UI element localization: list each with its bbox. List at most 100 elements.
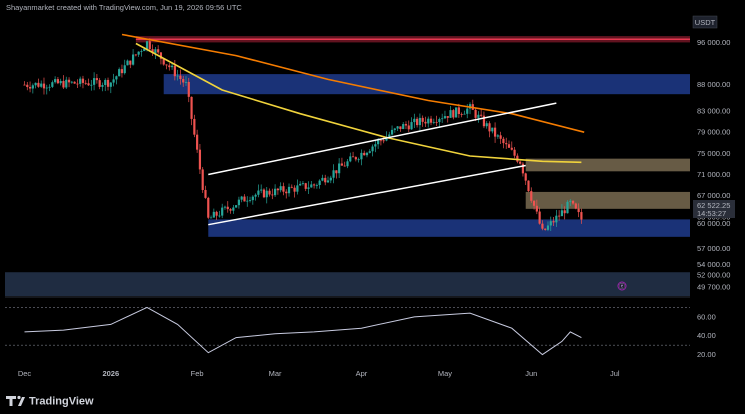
rsi-pane <box>5 296 690 356</box>
candle-body <box>137 51 140 55</box>
price-label-60000: 60 000.00 <box>697 219 730 228</box>
candle-body <box>393 128 396 130</box>
candle-body <box>70 81 73 83</box>
candle-body <box>558 215 561 217</box>
candle-body <box>482 115 486 127</box>
candle-body <box>31 85 34 89</box>
candle-body <box>351 156 355 158</box>
candle-body <box>368 151 371 153</box>
candle-body <box>532 200 536 206</box>
candle-body <box>45 87 48 89</box>
candle-body <box>435 121 438 123</box>
candle-body <box>148 41 151 50</box>
candle-body <box>521 163 525 174</box>
candle-body <box>460 114 463 115</box>
candle-body <box>555 215 558 223</box>
candle-body <box>215 211 218 216</box>
zone-blue-1 <box>163 74 691 95</box>
time-axis-label: Mar <box>269 369 282 378</box>
candle-body <box>204 189 207 198</box>
candle-body <box>129 60 132 65</box>
candle-body <box>48 86 51 88</box>
candle-body <box>115 76 118 80</box>
candle-body <box>299 183 302 186</box>
candle-body <box>151 49 154 54</box>
candle-body <box>566 201 569 214</box>
candle-body <box>95 78 98 81</box>
candle-body <box>438 118 441 123</box>
candle-body <box>154 49 157 54</box>
candle-body <box>112 79 115 83</box>
candle-body <box>257 190 260 195</box>
candle-body <box>276 188 279 191</box>
candle-body <box>404 124 408 126</box>
candle-body <box>282 186 285 192</box>
candle-body <box>59 80 62 84</box>
candle-body <box>416 118 419 126</box>
candle-body <box>123 65 126 74</box>
price-axis-label: 83 000.00 <box>697 107 730 116</box>
candle-body <box>569 200 572 202</box>
candle-body <box>274 188 277 196</box>
time-axis-label: May <box>438 369 452 378</box>
price-axis-label: 75 000.00 <box>697 149 730 158</box>
candle-body <box>382 140 385 142</box>
candle-body <box>379 140 383 142</box>
channel-lower-line <box>208 164 526 226</box>
candle-body <box>221 207 224 216</box>
candle-body <box>254 194 257 197</box>
candle-body <box>563 210 566 214</box>
candle-body <box>410 122 413 130</box>
current-price-countdown: 14:53:27 <box>697 209 726 218</box>
candle-body <box>429 118 433 123</box>
candle-body <box>145 41 149 49</box>
candle-body <box>218 215 221 217</box>
candle-body <box>538 211 541 224</box>
candle-body <box>190 96 193 119</box>
tradingview-logo-icon <box>6 395 25 406</box>
candle-body <box>407 125 410 130</box>
candle-body <box>560 210 564 217</box>
event-marker-icon[interactable] <box>617 281 627 291</box>
candle-body <box>79 78 82 84</box>
candle-body <box>510 147 513 150</box>
candle-body <box>338 163 341 174</box>
candle-body <box>324 177 327 183</box>
candle-body <box>340 163 344 166</box>
candle-body <box>67 79 71 83</box>
rsi-line <box>24 306 582 356</box>
candle-body <box>413 118 416 123</box>
candle-body <box>502 138 505 144</box>
candle-body <box>357 159 360 161</box>
candle-body <box>449 110 452 118</box>
candle-body <box>326 180 330 183</box>
footer-brand: TradingView <box>29 396 94 408</box>
candle-body <box>173 65 176 77</box>
candle-body <box>360 152 363 160</box>
candle-body <box>552 221 555 223</box>
candle-body <box>457 107 460 115</box>
candle-body <box>56 79 60 84</box>
candle-body <box>466 108 469 114</box>
time-axis-label: Jun <box>525 369 537 378</box>
candle-body <box>34 82 37 86</box>
candle-body <box>285 191 288 194</box>
candle-body <box>315 184 318 186</box>
candle-body <box>165 64 168 66</box>
candle-body <box>571 200 575 204</box>
candle-body <box>240 196 243 200</box>
zone-tan-3 <box>525 191 690 209</box>
candle-body <box>279 186 282 191</box>
candle-body <box>390 129 394 135</box>
time-axis-label: Feb <box>191 369 204 378</box>
candle-body <box>363 152 366 156</box>
zone-steel-5 <box>5 272 690 296</box>
candle-body <box>118 69 121 77</box>
candle-body <box>499 135 502 139</box>
candle-body <box>87 83 90 86</box>
candle-body <box>354 157 357 160</box>
candle-body <box>312 184 316 186</box>
time-axis-label: Dec <box>18 369 32 378</box>
candle-body <box>580 212 583 220</box>
